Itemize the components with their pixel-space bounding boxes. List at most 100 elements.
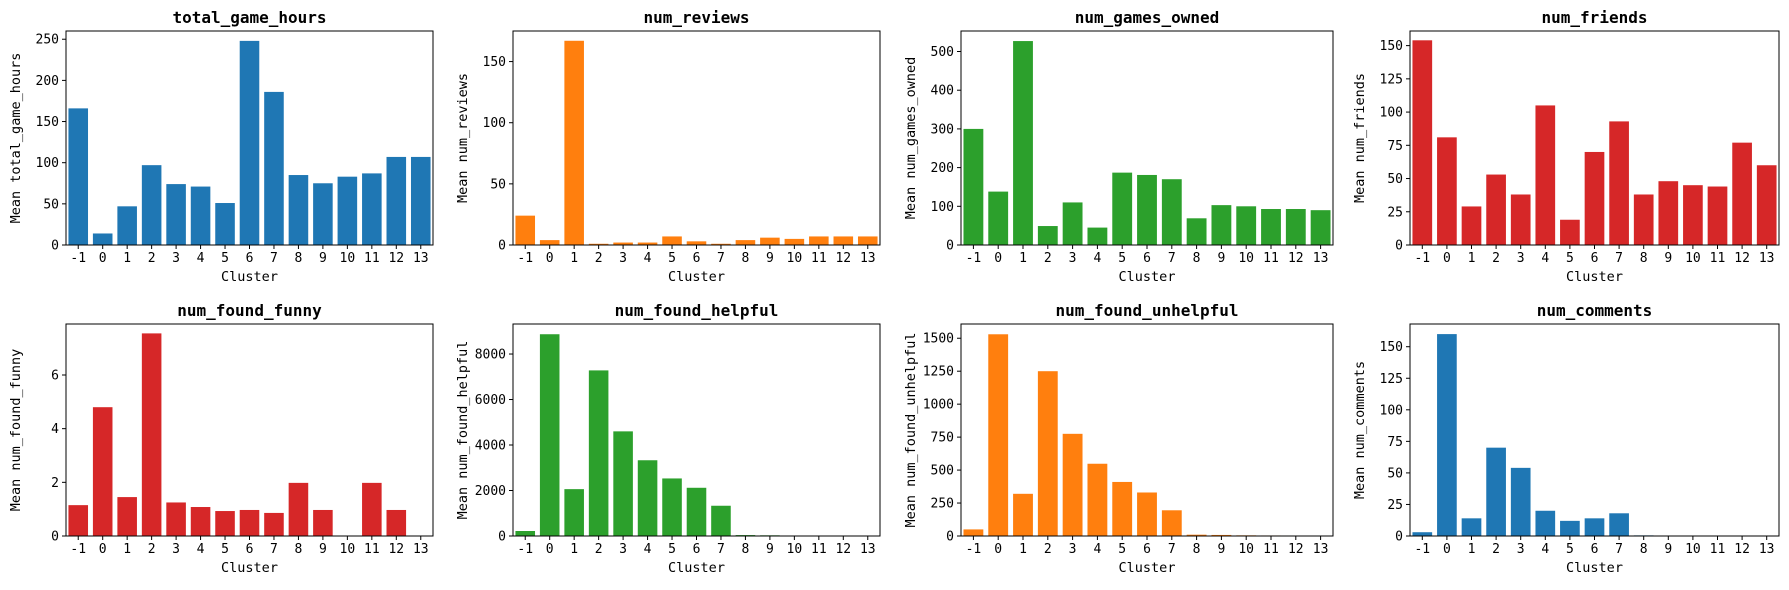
bar-cluster-10	[1236, 206, 1257, 245]
x-axis-label: Cluster	[221, 560, 278, 576]
x-tick-label: 2	[1044, 251, 1052, 266]
x-tick-label: 8	[742, 542, 750, 557]
y-tick-label: 500	[931, 45, 954, 60]
x-tick-label: 8	[1640, 251, 1648, 266]
x-tick-label: 4	[197, 542, 205, 557]
subplot-num_found_helpful: -1 0 1 2 3 4 5 6 7 8 9 10 11 12 1302000400060008000num…	[455, 301, 881, 576]
x-tick-label: 10	[787, 542, 803, 557]
x-tick-label: 4	[1541, 542, 1549, 557]
bar-cluster-5	[215, 203, 235, 245]
x-tick-label: 3	[619, 251, 627, 266]
bar-cluster-7	[711, 505, 731, 536]
y-tick-label: 1500	[923, 332, 954, 347]
x-tick-label: 12	[388, 542, 404, 557]
x-tick-label: 11	[1263, 542, 1279, 557]
subplot-title: num_games_owned	[1075, 8, 1220, 27]
y-tick-label: 0	[498, 530, 506, 545]
x-tick-label: 7	[270, 251, 278, 266]
bar-cluster-0	[988, 191, 1009, 245]
x-tick-label: 6	[693, 251, 701, 266]
y-tick-label: 25	[1387, 205, 1403, 220]
y-tick-label: 250	[931, 497, 954, 512]
x-tick-label: 4	[1093, 251, 1101, 266]
bar-cluster-5	[215, 511, 235, 536]
bar-cluster-7	[1161, 179, 1182, 245]
bar-cluster-12	[1732, 142, 1752, 245]
bar-cluster-2	[588, 370, 609, 536]
bar-cluster-4	[1087, 463, 1108, 536]
x-tick-label: 4	[1093, 542, 1101, 557]
bar-cluster-3	[1510, 194, 1531, 245]
bar-cluster-13	[410, 156, 431, 245]
bar-cluster-3	[1062, 433, 1083, 536]
bar-cluster-6	[1584, 518, 1605, 536]
x-tick-label: 2	[595, 251, 603, 266]
y-tick-label: 0	[498, 239, 506, 254]
y-tick-label: 6000	[475, 393, 506, 408]
x-tick-label: 13	[1759, 251, 1775, 266]
y-tick-label: 75	[1387, 139, 1403, 154]
x-tick-label: -1	[1414, 542, 1430, 557]
bar-cluster-3	[1062, 202, 1083, 245]
x-tick-label: 1	[1019, 542, 1027, 557]
bar-cluster-0	[92, 233, 113, 245]
x-tick-label: 8	[1193, 542, 1201, 557]
bar-cluster-7	[264, 91, 284, 245]
bar-cluster-12	[833, 236, 854, 245]
y-tick-label: 4	[51, 422, 59, 437]
x-tick-label: 5	[1566, 542, 1574, 557]
bar-cluster-8	[288, 482, 309, 536]
x-tick-label: -1	[70, 542, 86, 557]
y-tick-label: 125	[1380, 372, 1403, 387]
subplot-title: num_comments	[1537, 301, 1653, 320]
x-tick-label: 9	[319, 542, 327, 557]
bar-cluster-10	[1683, 185, 1703, 245]
x-tick-label: 1	[1019, 251, 1027, 266]
y-tick-label: 125	[1380, 72, 1403, 87]
x-tick-label: 5	[668, 251, 676, 266]
bar-cluster-1	[1013, 493, 1033, 536]
y-tick-label: 25	[1387, 498, 1403, 513]
x-tick-label: 7	[1615, 251, 1623, 266]
x-tick-label: 1	[570, 542, 578, 557]
bar-cluster-8	[1186, 218, 1207, 245]
x-tick-label: 4	[197, 251, 205, 266]
x-tick-label: 3	[1517, 542, 1525, 557]
bar-cluster-6	[686, 241, 707, 245]
bar-cluster-13	[857, 236, 878, 245]
bar-cluster-0	[1437, 137, 1457, 245]
x-tick-label: 1	[1468, 251, 1476, 266]
x-tick-label: 13	[1759, 542, 1775, 557]
x-tick-label: 10	[1685, 542, 1701, 557]
y-tick-label: 6	[51, 368, 59, 383]
x-tick-label: 10	[340, 542, 356, 557]
bar-cluster-7	[264, 512, 284, 536]
subplot-title: num_friends	[1542, 8, 1648, 27]
y-tick-label: 2000	[475, 484, 506, 499]
y-axis-label: Mean num_found_helpful	[455, 341, 471, 520]
x-tick-label: 9	[1664, 542, 1672, 557]
y-axis-label: Mean num_found_unhelpful	[903, 332, 919, 527]
bar-cluster-6	[239, 509, 260, 536]
bar-cluster-7	[1609, 121, 1629, 245]
x-tick-label: 12	[835, 251, 851, 266]
x-tick-label: 9	[1664, 251, 1672, 266]
bar-cluster-10	[784, 238, 805, 245]
x-tick-label: 5	[1118, 542, 1126, 557]
bar-cluster-11	[1707, 186, 1728, 245]
x-tick-label: 6	[246, 251, 254, 266]
y-tick-label: 250	[36, 33, 59, 48]
axes-frame	[1409, 323, 1780, 537]
x-tick-label: 13	[1313, 251, 1329, 266]
bar-cluster-9	[1658, 181, 1679, 245]
x-tick-label: 9	[1217, 251, 1225, 266]
bar-cluster-1	[1461, 206, 1482, 245]
bar-cluster-9	[1211, 534, 1232, 536]
bar-cluster-5	[1112, 172, 1133, 245]
x-tick-label: 3	[619, 542, 627, 557]
y-tick-label: 0	[51, 530, 59, 545]
x-tick-label: 1	[123, 542, 131, 557]
bar-cluster--1	[963, 529, 984, 536]
x-tick-label: 4	[644, 542, 652, 557]
x-axis-label: Cluster	[668, 560, 725, 576]
